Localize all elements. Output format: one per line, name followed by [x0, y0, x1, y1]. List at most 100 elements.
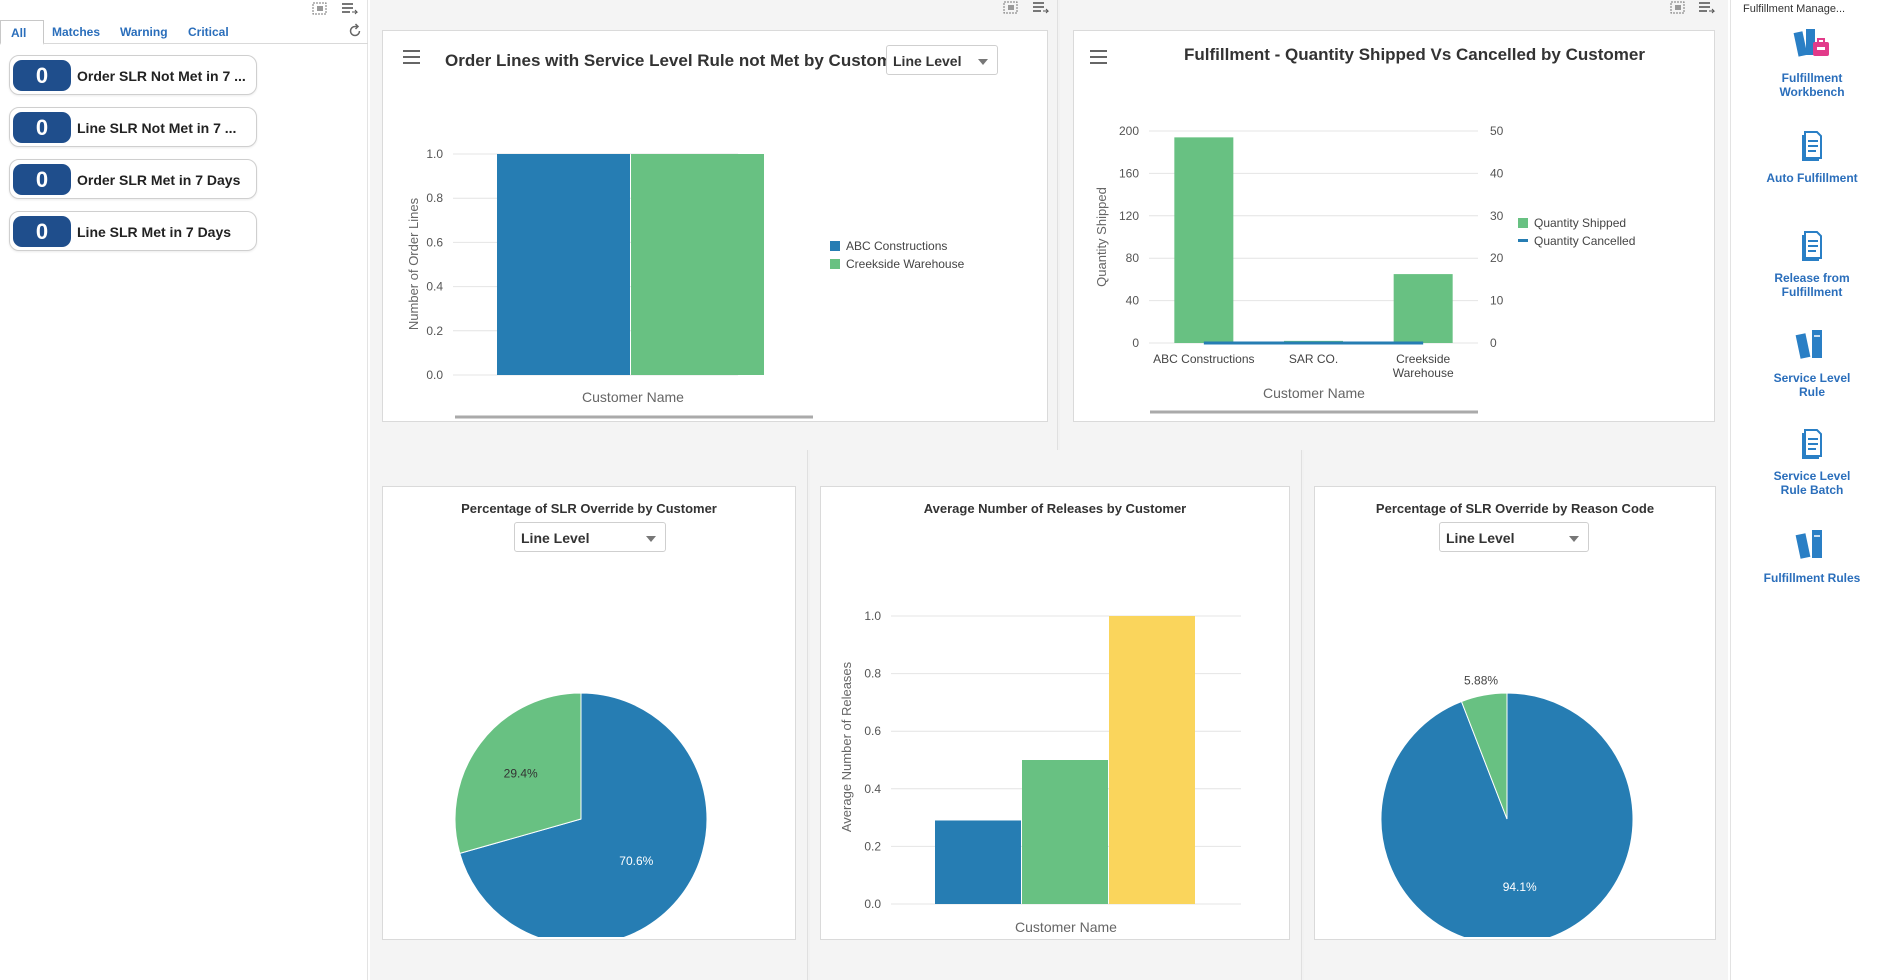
document-icon: [1792, 429, 1832, 464]
x-axis-title: Customer Name: [1015, 919, 1117, 932]
chart-card-avg-releases: Average Number of Releases by Customer 0…: [820, 486, 1290, 940]
legend-label: ABC Constructions: [846, 239, 947, 253]
maximize-icon[interactable]: [1003, 1, 1019, 15]
y-tick-label: 160: [1119, 166, 1139, 180]
bar: [1174, 137, 1234, 343]
export-icon[interactable]: [341, 2, 359, 16]
item-label: Auto Fulfillment: [1766, 171, 1858, 185]
watchlist-tile-order-slr-not-met[interactable]: 0 Order SLR Not Met in 7 ...: [9, 55, 257, 95]
pie-slice: [1460, 692, 1508, 820]
pie-slice: [454, 692, 582, 855]
workbench-icon: [1792, 29, 1832, 66]
springboard-item-service-level-rule-batch[interactable]: Service Level Rule Batch: [1731, 426, 1892, 497]
watchlist-tabs: All Matches Warning Critical: [0, 20, 368, 45]
export-icon[interactable]: [1698, 1, 1716, 15]
count-badge: 0: [13, 112, 71, 143]
level-select[interactable]: Line Level: [886, 45, 998, 75]
books-icon: [1792, 330, 1832, 366]
bar: [935, 820, 1021, 904]
item-label: Service Level: [1773, 469, 1851, 483]
level-select[interactable]: Line Level: [1439, 522, 1589, 552]
legend-label: Quantity Shipped: [1534, 216, 1626, 230]
y-tick-label: 0.2: [864, 839, 881, 853]
bar-chart: 0.0 0.2 0.4 0.6 0.8 1.0 Customer Name Average N…: [839, 609, 1241, 932]
item-label: Fulfillment: [1781, 71, 1843, 85]
springboard-item-auto-fulfillment[interactable]: Auto Fulfillment: [1731, 128, 1892, 185]
pie-slice: [1380, 692, 1634, 937]
y2-tick-label: 20: [1490, 251, 1504, 265]
y-tick-label: 0.4: [426, 280, 443, 294]
slice-label: 70.6%: [619, 854, 653, 868]
bar: [1022, 760, 1108, 904]
level-select[interactable]: Line Level: [514, 522, 666, 552]
tab-warning[interactable]: Warning: [120, 25, 168, 39]
refresh-icon[interactable]: [347, 23, 363, 44]
item-label: Fulfillment Rules: [1763, 571, 1861, 585]
legend-swatch: [1518, 239, 1528, 242]
springboard-item-service-level-rule[interactable]: Service Level Rule: [1731, 326, 1892, 399]
chart-card-slr-override-reason: Percentage of SLR Override by Reason Cod…: [1314, 486, 1716, 940]
item-label: Release from: [1774, 271, 1850, 285]
tab-all[interactable]: All: [0, 20, 44, 45]
legend-label: Creekside Warehouse: [846, 257, 965, 271]
springboard-item-fulfillment-workbench[interactable]: Fulfillment Workbench: [1731, 26, 1892, 99]
bar: [497, 154, 630, 375]
watchlist-tile-line-slr-not-met[interactable]: 0 Line SLR Not Met in 7 ...: [9, 107, 257, 147]
springboard-item-release-from-fulfillment[interactable]: Release from Fulfillment: [1731, 228, 1892, 299]
books-icon: [1792, 530, 1832, 566]
pie-chart: 70.6% 29.4%: [454, 692, 708, 937]
y2-tick-label: 30: [1490, 209, 1504, 223]
chart-card-slr-override-customer: Percentage of SLR Override by Customer L…: [382, 486, 796, 940]
bar: [631, 154, 764, 375]
y2-tick-label: 10: [1490, 294, 1504, 308]
watchlist-tile-order-slr-met[interactable]: 0 Order SLR Met in 7 Days: [9, 159, 257, 199]
x-axis-title: Customer Name: [1263, 385, 1365, 401]
watchlist-panel: All Matches Warning Critical 0 Order SLR…: [0, 0, 368, 980]
tile-label: Order SLR Not Met in 7 ...: [77, 68, 246, 84]
pie-slice: [459, 692, 708, 937]
springboard-title: Fulfillment Manage...: [1743, 3, 1846, 15]
maximize-icon[interactable]: [1670, 1, 1686, 15]
export-icon[interactable]: [1032, 1, 1050, 15]
tab-critical[interactable]: Critical: [188, 25, 229, 39]
chart-card-slr-not-met: Order Lines with Service Level Rule not …: [382, 30, 1048, 422]
bar-chart: 0.0 0.2 0.4 0.6 0.8 1.0 Customer Name Number of…: [406, 147, 965, 419]
legend-swatch: [830, 241, 840, 251]
y2-tick-label: 0: [1490, 336, 1497, 350]
y-axis-title: Number of Order Lines: [406, 197, 421, 330]
springboard-item-fulfillment-rules[interactable]: Fulfillment Rules: [1731, 526, 1892, 585]
count-badge: 0: [13, 216, 71, 247]
x-tick-label: SAR CO.: [1289, 352, 1338, 366]
bar: [1109, 616, 1195, 904]
chart-card-shipped-cancelled: Fulfillment - Quantity Shipped Vs Cancel…: [1073, 30, 1715, 422]
chart-title: Percentage of SLR Override by Customer: [461, 501, 717, 516]
y-tick-label: 0.0: [864, 897, 881, 911]
menu-icon[interactable]: [1090, 50, 1107, 64]
bar: [1393, 274, 1453, 343]
y-tick-label: 0.6: [426, 235, 443, 249]
y-axis-title: Average Number of Releases: [839, 661, 854, 832]
item-label: Workbench: [1779, 85, 1845, 99]
y-tick-label: 0.2: [426, 324, 443, 338]
item-label: Service Level: [1773, 371, 1851, 385]
tile-label: Line SLR Not Met in 7 ...: [77, 120, 237, 136]
chart-title: Percentage of SLR Override by Reason Cod…: [1375, 501, 1655, 516]
count-badge: 0: [13, 164, 71, 195]
y-tick-label: 80: [1126, 251, 1140, 265]
y-tick-label: 0.4: [864, 782, 881, 796]
y-tick-label: 0.6: [864, 724, 881, 738]
chart-title: Fulfillment - Quantity Shipped Vs Cancel…: [1184, 45, 1645, 64]
y2-tick-label: 40: [1490, 166, 1504, 180]
maximize-icon[interactable]: [312, 2, 328, 16]
menu-icon[interactable]: [403, 50, 420, 64]
x-tick-label: ABC Constructions: [1153, 352, 1254, 366]
slice-label: 5.88%: [1464, 673, 1498, 687]
watchlist-tile-line-slr-met[interactable]: 0 Line SLR Met in 7 Days: [9, 211, 257, 251]
y-tick-label: 1.0: [426, 147, 443, 161]
y-tick-label: 0.0: [426, 368, 443, 382]
y2-tick-label: 50: [1490, 124, 1504, 138]
y-tick-label: 0.8: [426, 191, 443, 205]
item-label: Fulfillment: [1781, 285, 1843, 299]
y-tick-label: 200: [1119, 124, 1139, 138]
tab-matches[interactable]: Matches: [52, 25, 101, 39]
